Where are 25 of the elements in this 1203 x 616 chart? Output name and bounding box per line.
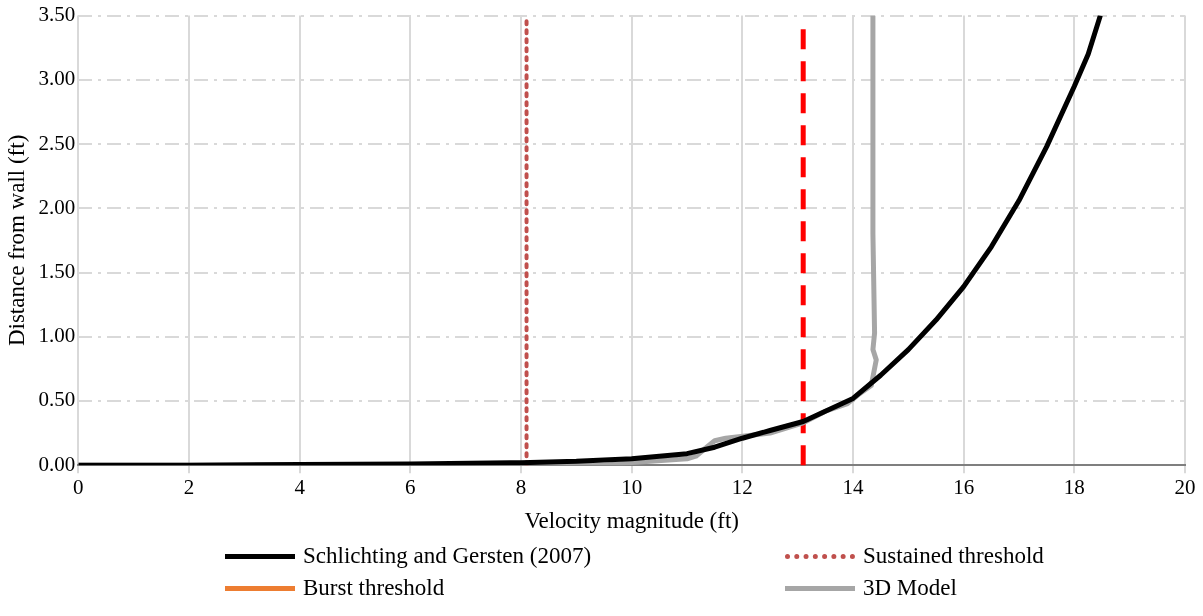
x-tick-label: 20 <box>1174 475 1196 500</box>
y-tick-label: 0.00 <box>38 451 76 476</box>
x-tick-label: 4 <box>294 475 306 500</box>
x-tick-label: 0 <box>73 475 84 500</box>
x-tick-label: 8 <box>515 475 527 500</box>
x-tick-label: 16 <box>953 475 975 500</box>
x-tick-label: 10 <box>621 475 643 500</box>
y-tick-label: 2.50 <box>38 130 76 155</box>
x-tick-label: 14 <box>842 475 865 500</box>
y-tick-label: 3.00 <box>38 66 76 91</box>
legend-label: 3D Model <box>863 575 957 601</box>
x-tick-label: 18 <box>1063 475 1085 500</box>
legend-label: Sustained threshold <box>863 543 1044 569</box>
x-tick-label: 12 <box>731 475 753 500</box>
x-axis-title: Velocity magnitude (ft) <box>524 508 739 534</box>
legend-label: Schlichting and Gersten (2007) <box>303 543 592 569</box>
y-tick-label: 1.00 <box>38 323 76 348</box>
y-tick-label: 3.50 <box>38 2 76 27</box>
y-tick-label: 1.50 <box>38 259 76 284</box>
y-axis-title: Distance from wall (ft) <box>3 134 29 347</box>
y-tick-label: 0.50 <box>38 387 76 412</box>
y-tick-label: 2.00 <box>38 194 76 219</box>
x-tick-label: 6 <box>405 475 416 500</box>
legend-label: Burst threshold <box>303 575 445 601</box>
x-tick-label: 2 <box>183 475 195 500</box>
